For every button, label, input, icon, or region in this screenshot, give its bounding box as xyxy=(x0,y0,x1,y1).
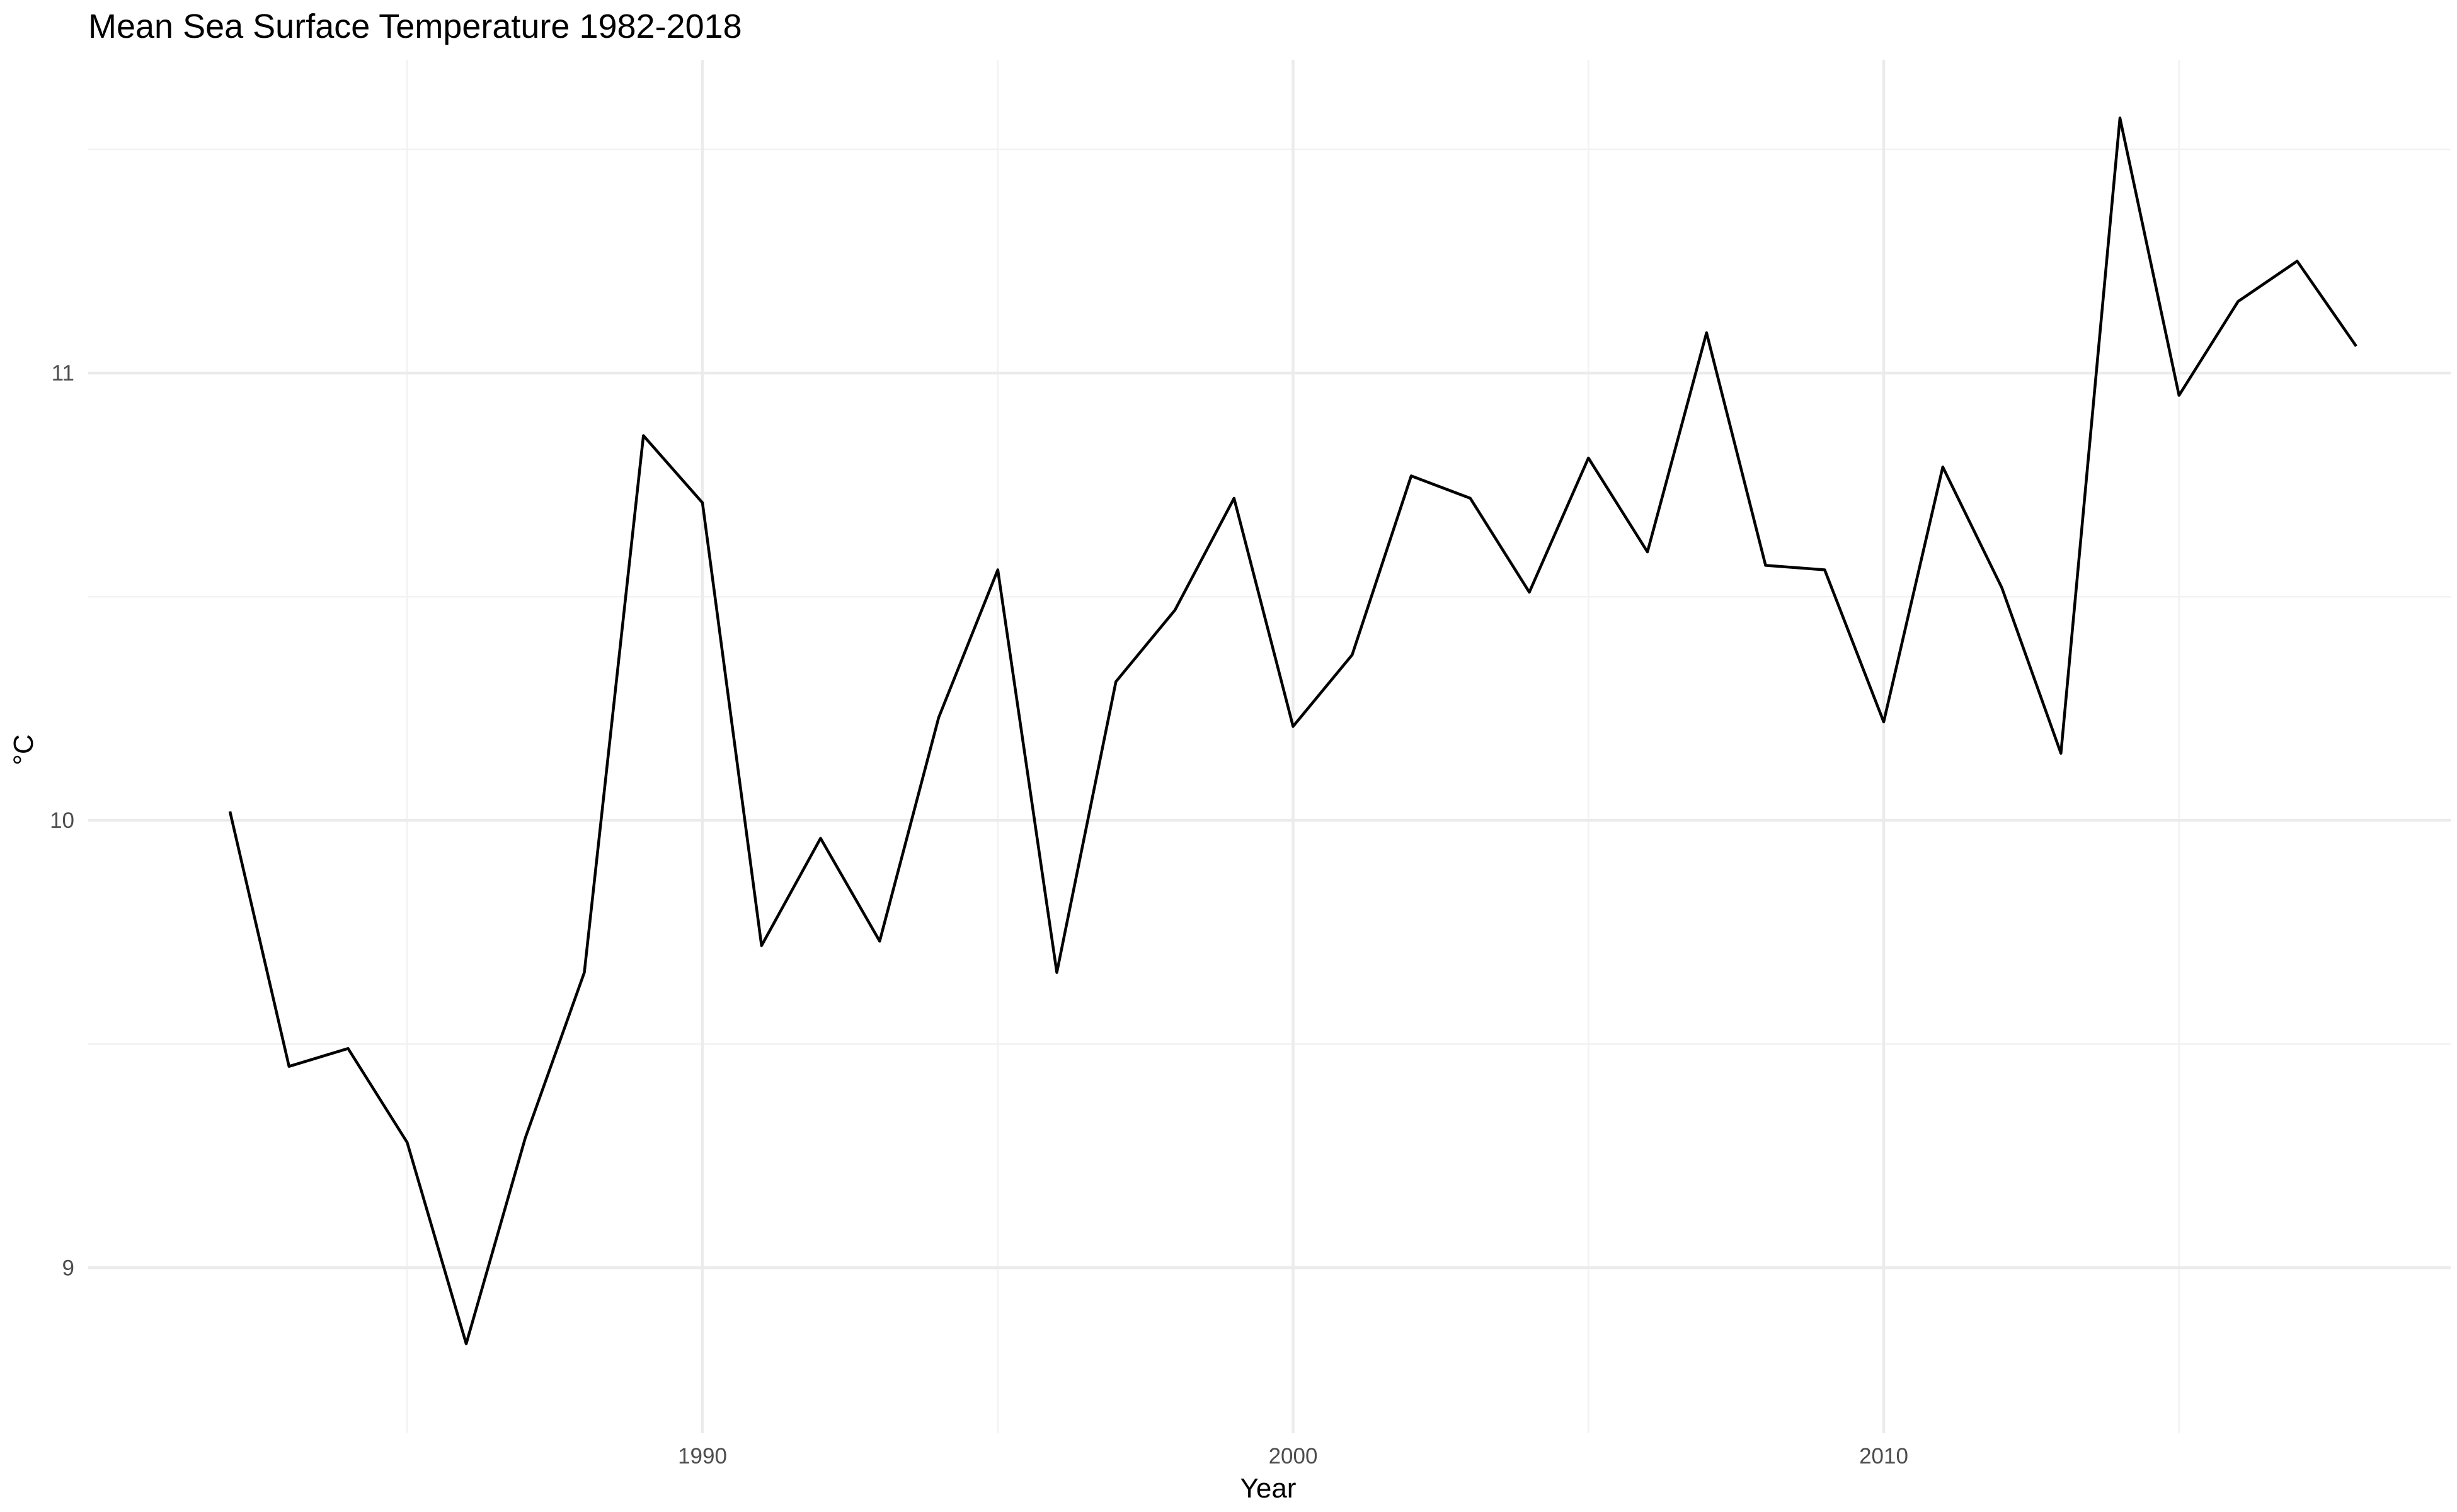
series-line xyxy=(228,117,2357,1346)
y-tick-label: 9 xyxy=(62,1256,74,1280)
series xyxy=(228,117,2357,1346)
axis-ticks: 9 10 11 1990 2000 2010 xyxy=(50,361,1908,1469)
x-tick-label: 1990 xyxy=(678,1444,727,1469)
y-tick-label: 10 xyxy=(50,808,74,833)
x-tick-label: 2000 xyxy=(1269,1444,1318,1469)
y-axis-title: °C xyxy=(8,734,39,765)
grid xyxy=(88,60,2451,1433)
x-tick-label: 2010 xyxy=(1859,1444,1908,1469)
y-tick-label: 11 xyxy=(52,361,74,386)
chart-title: Mean Sea Surface Temperature 1982-2018 xyxy=(88,8,742,45)
x-axis-title: Year xyxy=(1240,1473,1297,1504)
